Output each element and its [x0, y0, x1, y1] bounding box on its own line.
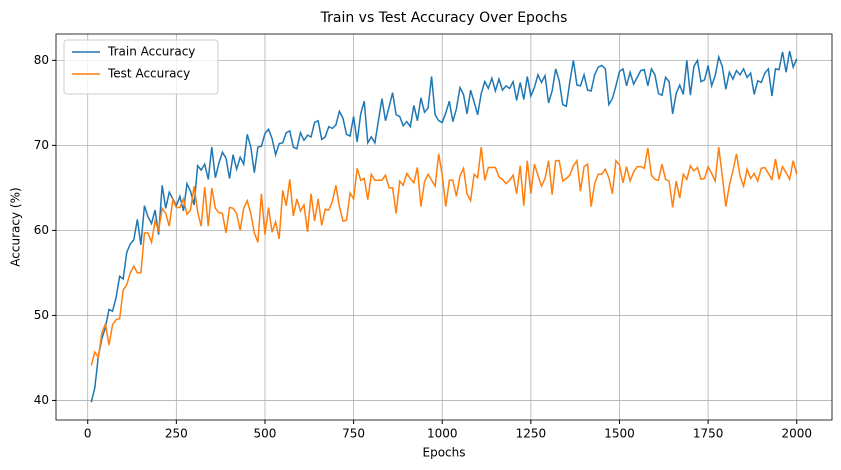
- line-series: [90, 146, 798, 366]
- x-tick-label: 1250: [516, 427, 547, 441]
- y-tick-label: 40: [34, 393, 49, 407]
- x-tick-label: 250: [165, 427, 188, 441]
- x-tick-label: 1750: [693, 427, 724, 441]
- y-tick-label: 70: [34, 138, 49, 152]
- y-tick-label: 80: [34, 53, 49, 67]
- plot-frame: [55, 33, 833, 421]
- y-axis-label: Accuracy (%): [9, 187, 23, 266]
- x-tick-label: 1000: [427, 427, 458, 441]
- x-tick-label: 750: [342, 427, 365, 441]
- x-tick-label: 0: [84, 427, 92, 441]
- x-tick-label: 500: [254, 427, 277, 441]
- legend-box: [63, 39, 219, 95]
- x-axis-label: Epochs: [423, 446, 466, 460]
- y-tick-label: 50: [34, 308, 49, 322]
- line-series: [90, 50, 798, 403]
- legend-label: Train Accuracy: [107, 45, 195, 59]
- chart-title: Train vs Test Accuracy Over Epochs: [320, 10, 568, 26]
- legend-label: Test Accuracy: [107, 67, 190, 81]
- x-tick-label: 1500: [604, 427, 635, 441]
- y-tick-label: 60: [34, 223, 49, 237]
- x-tick-label: 2000: [781, 427, 812, 441]
